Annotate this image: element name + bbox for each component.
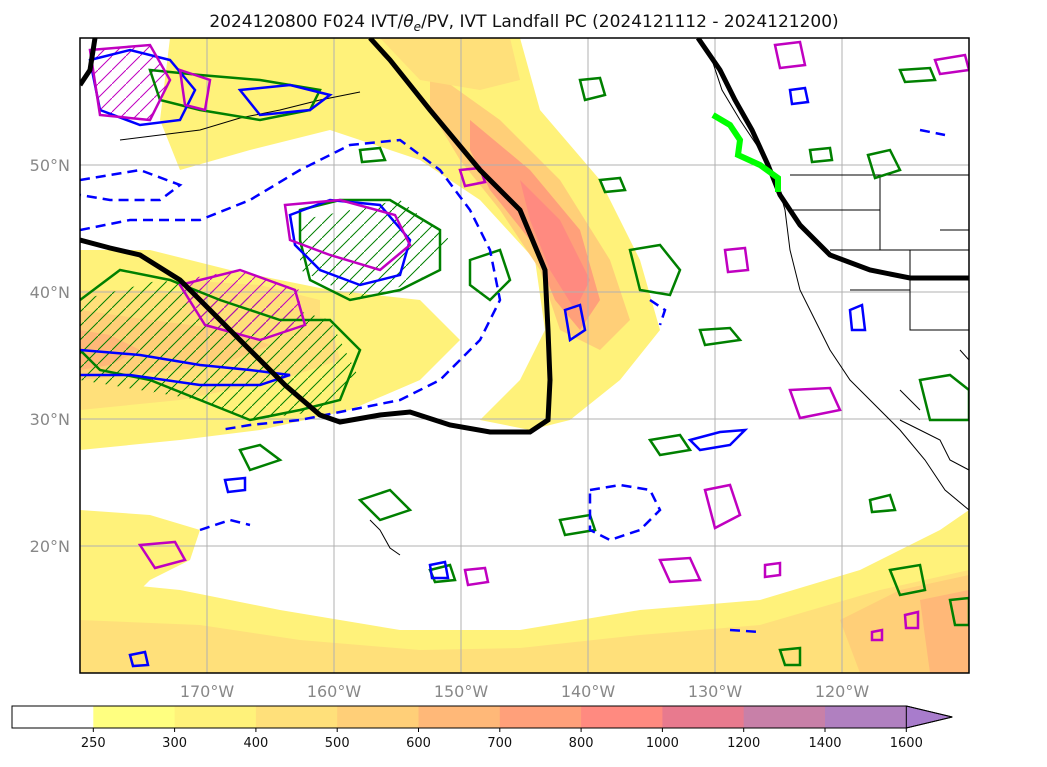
pv-contours [80,38,969,435]
lon-tick-labels: 170°W 160°W 150°W 140°W 130°W 120°W [180,682,870,701]
lon-tick-label: 140°W [561,682,616,701]
lon-tick-label: 160°W [307,682,362,701]
lon-tick-label: 150°W [434,682,489,701]
colorbar-swatch [337,706,419,728]
colorbar-swatches [12,706,907,728]
magenta-hatched-region [180,270,300,335]
colorbar-ticks: 250 300 400 500 600 700 800 1000 1200 1400 1600 [81,728,923,751]
colorbar-swatch [418,706,501,728]
colorbar-tick-label: 1600 [890,736,923,751]
lat-tick-labels: 50°N 40°N 30°N 20°N [30,156,70,556]
colorbar-swatch [743,706,826,728]
colorbar-tick-label: 1200 [727,736,760,751]
magenta-hatched-region [90,45,170,120]
coastlines [119,38,969,556]
colorbar-tick-label: 600 [406,736,431,751]
landfall-marker [711,112,781,192]
magenta-contours [88,40,969,642]
colorbar-swatch [255,706,338,728]
colorbar-tick-label: 250 [81,736,106,751]
colorbar-swatch [93,706,176,728]
lon-tick-label: 130°W [688,682,743,701]
colorbar-outline [11,705,953,729]
colorbar-tick-label: 800 [569,736,594,751]
colorbar-tick-label: 400 [243,736,268,751]
green-contours [80,66,969,667]
lon-tick-label: 170°W [180,682,235,701]
colorbar-swatch [825,706,907,728]
colorbar-tick-label: 700 [487,736,512,751]
green-hatched-region [300,200,450,300]
lat-tick-label: 20°N [30,537,70,556]
lon-tick-label: 120°W [815,682,870,701]
colorbar: 250 300 400 500 600 700 800 1000 1200 1400 1600 [11,705,953,751]
colorbar-swatch [174,706,257,728]
blue-dashed-contours [80,128,946,634]
colorbar-tick-label: 500 [325,736,350,751]
colorbar-swatch [499,706,582,728]
lat-tick-label: 40°N [30,283,70,302]
colorbar-swatch [581,706,663,728]
map-panel [80,38,969,673]
lat-tick-label: 50°N [30,156,70,175]
map-frame [79,37,970,674]
colorbar-tick-label: 1000 [646,736,679,751]
colorbar-extend-arrow [905,705,953,729]
lat-tick-label: 30°N [30,410,70,429]
colorbar-swatch [12,706,94,728]
colorbar-tick-label: 300 [162,736,187,751]
map-title: 2024120800 F024 IVT/θe/PV, IVT Landfall … [209,12,838,34]
colorbar-swatch [662,706,745,728]
colorbar-tick-label: 1400 [808,736,841,751]
